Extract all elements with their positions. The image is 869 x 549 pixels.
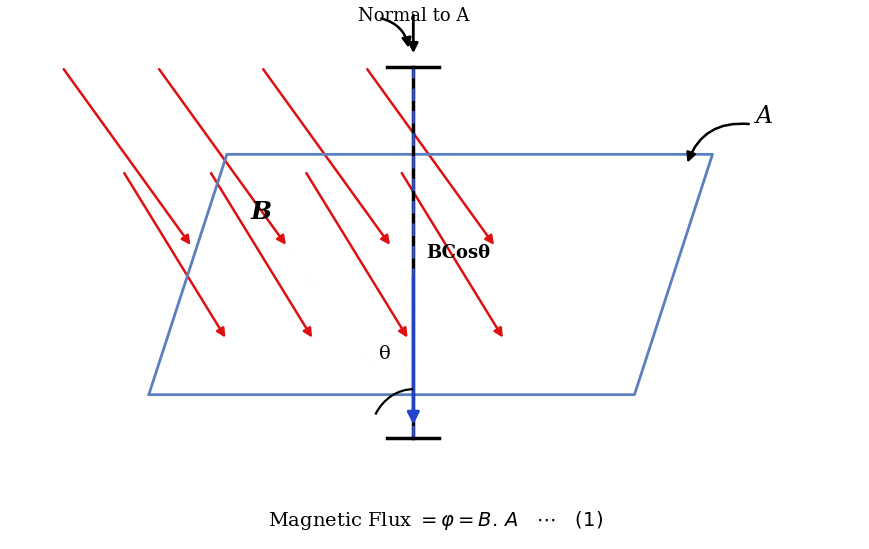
Text: BCosθ: BCosθ (426, 244, 490, 262)
Text: A: A (755, 105, 773, 127)
Text: Magnetic Flux $= \varphi = B.\, A$$\quad\cdots\quad$$(1)$: Magnetic Flux $= \varphi = B.\, A$$\quad… (267, 509, 602, 532)
Text: Normal to A: Normal to A (357, 7, 468, 25)
Text: θ: θ (378, 345, 390, 363)
Text: B: B (250, 200, 272, 223)
